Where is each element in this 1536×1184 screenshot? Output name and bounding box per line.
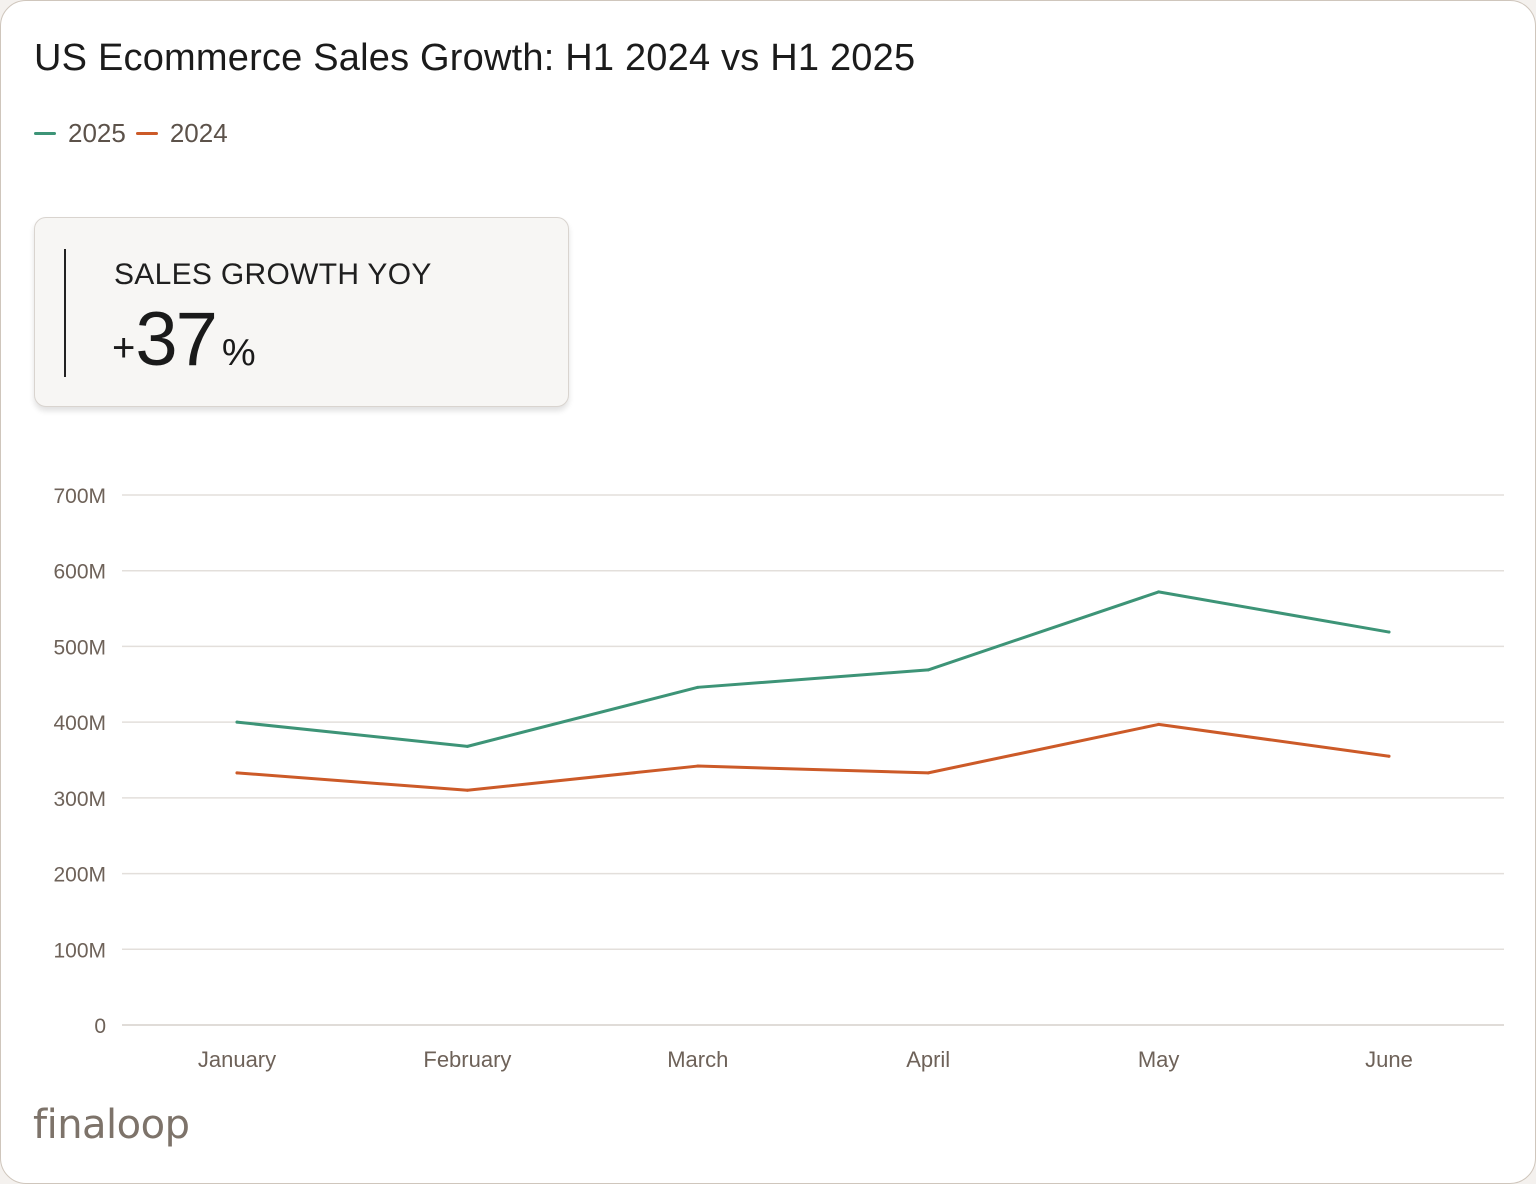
kpi-sign: + (112, 326, 136, 370)
kpi-value: +37% (112, 302, 256, 378)
x-tick-label: January (198, 1047, 276, 1072)
y-tick-label: 200M (53, 864, 106, 887)
legend-label-2024: 2024 (169, 118, 228, 148)
legend-swatch-2025 (34, 132, 56, 135)
data-point-2025-march (696, 685, 700, 689)
x-tick-label: May (1138, 1047, 1180, 1072)
kpi-card: SALES GROWTH YOY +37% (34, 217, 569, 407)
kpi-unit: % (221, 332, 256, 374)
data-point-2025-january (235, 720, 239, 724)
data-point-2024-june (1387, 754, 1391, 758)
data-point-2024-march (696, 764, 700, 768)
data-point-2025-february (465, 744, 469, 748)
x-tick-label: March (667, 1047, 728, 1072)
finaloop-logo: finaloop (33, 1105, 190, 1145)
data-point-2024-april (926, 771, 930, 775)
chart-title: US Ecommerce Sales Growth: H1 2024 vs H1… (34, 37, 916, 79)
legend-label-2025: 2025 (68, 118, 126, 148)
data-point-2024-february (465, 788, 469, 792)
data-point-2024-may (1157, 722, 1161, 726)
y-tick-label: 300M (53, 788, 106, 811)
y-tick-label: 600M (53, 561, 106, 584)
legend-swatch-2024 (135, 132, 158, 135)
y-tick-label: 100M (53, 939, 106, 962)
series-line-2025 (235, 590, 1391, 748)
y-tick-label: 400M (53, 712, 106, 735)
x-tick-label: June (1365, 1047, 1413, 1072)
data-point-2025-april (926, 668, 930, 672)
y-tick-label: 700M (53, 485, 106, 508)
kpi-number: 37 (135, 297, 218, 382)
kpi-label: SALES GROWTH YOY (114, 258, 432, 291)
legend-item-2025[interactable]: 2025 (34, 118, 126, 149)
data-point-2025-june (1387, 630, 1391, 634)
x-tick-label: April (906, 1047, 950, 1072)
x-tick-label: February (423, 1047, 511, 1072)
legend: 2025 2024 (34, 118, 228, 149)
series-line-2024 (235, 722, 1391, 792)
kpi-accent-bar (64, 249, 66, 377)
data-point-2025-may (1157, 590, 1161, 594)
y-tick-label: 0 (94, 1015, 106, 1038)
legend-item-2024[interactable]: 2024 (135, 118, 228, 149)
y-tick-label: 500M (53, 636, 106, 659)
logo-text: finaloop (33, 1102, 190, 1148)
data-point-2024-january (235, 771, 239, 775)
